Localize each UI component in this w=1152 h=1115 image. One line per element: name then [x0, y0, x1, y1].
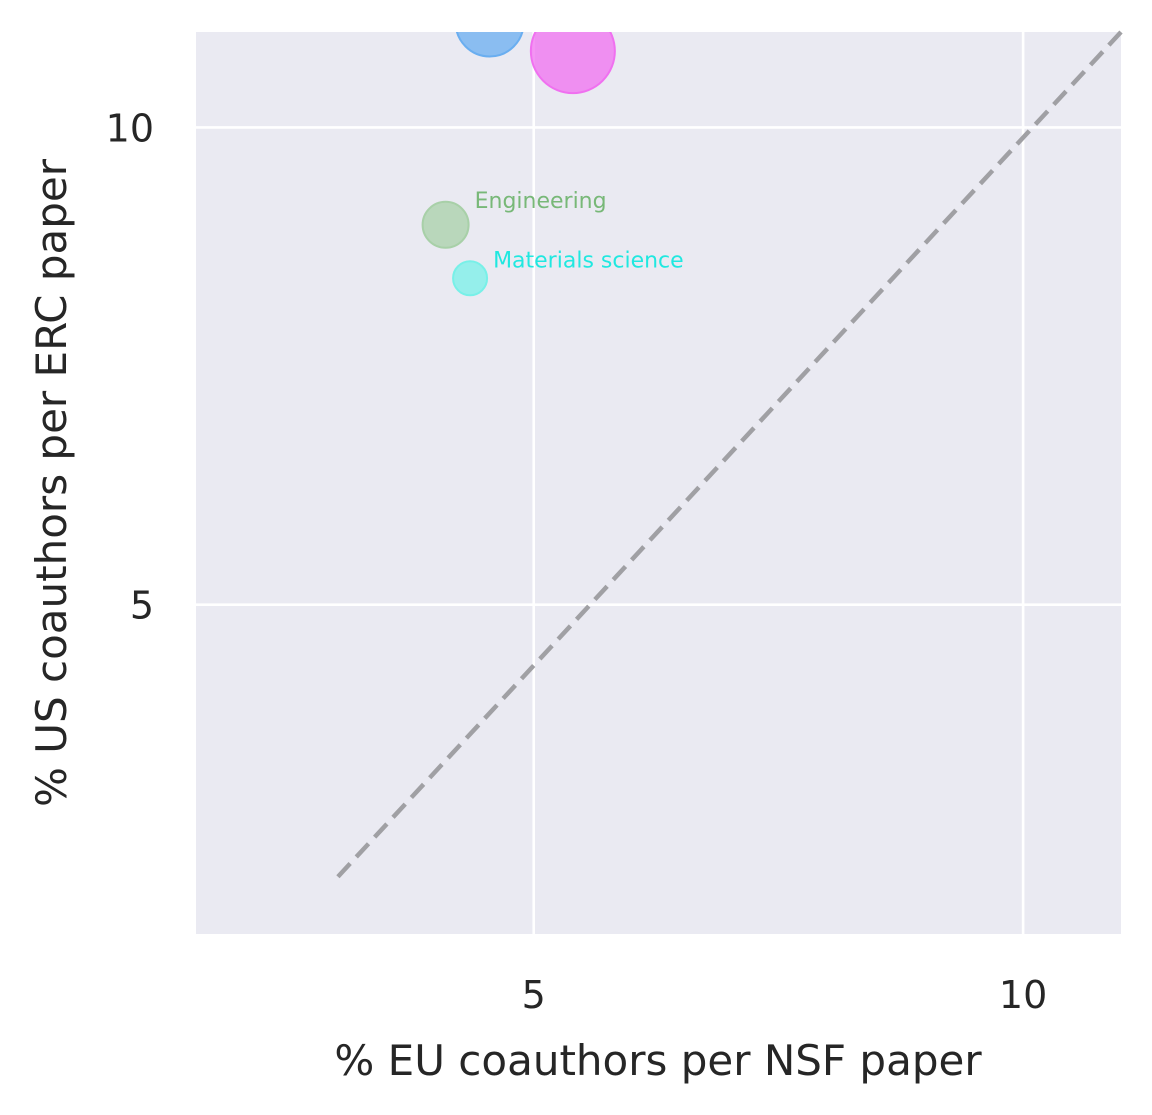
data-points: [421, 32, 616, 297]
x-tick-label: 10: [999, 973, 1047, 1017]
scatter-point: [455, 32, 524, 58]
y-tick-label: 10: [106, 106, 154, 150]
point-label: Engineering: [475, 189, 607, 214]
diagonal-reference-line: [336, 30, 1123, 879]
y-tick-label: 5: [130, 584, 154, 628]
point-annotations: Engineering Materials science: [475, 189, 684, 273]
plot-area: [196, 32, 1121, 934]
x-tick-labels: 5 10: [522, 973, 1048, 1017]
x-axis-label: % EU coauthors per NSF paper: [334, 1036, 982, 1085]
scatter-point: [529, 32, 616, 95]
scatter-point: [421, 200, 470, 249]
grid-lines: [196, 32, 1121, 934]
y-tick-labels: 5 10: [106, 106, 154, 627]
y-axis-label: % US coauthors per ERC paper: [27, 158, 76, 807]
x-tick-label: 5: [522, 973, 546, 1017]
reference-line: [336, 30, 1123, 879]
point-label: Materials science: [493, 248, 684, 273]
scatter-point: [452, 260, 489, 297]
